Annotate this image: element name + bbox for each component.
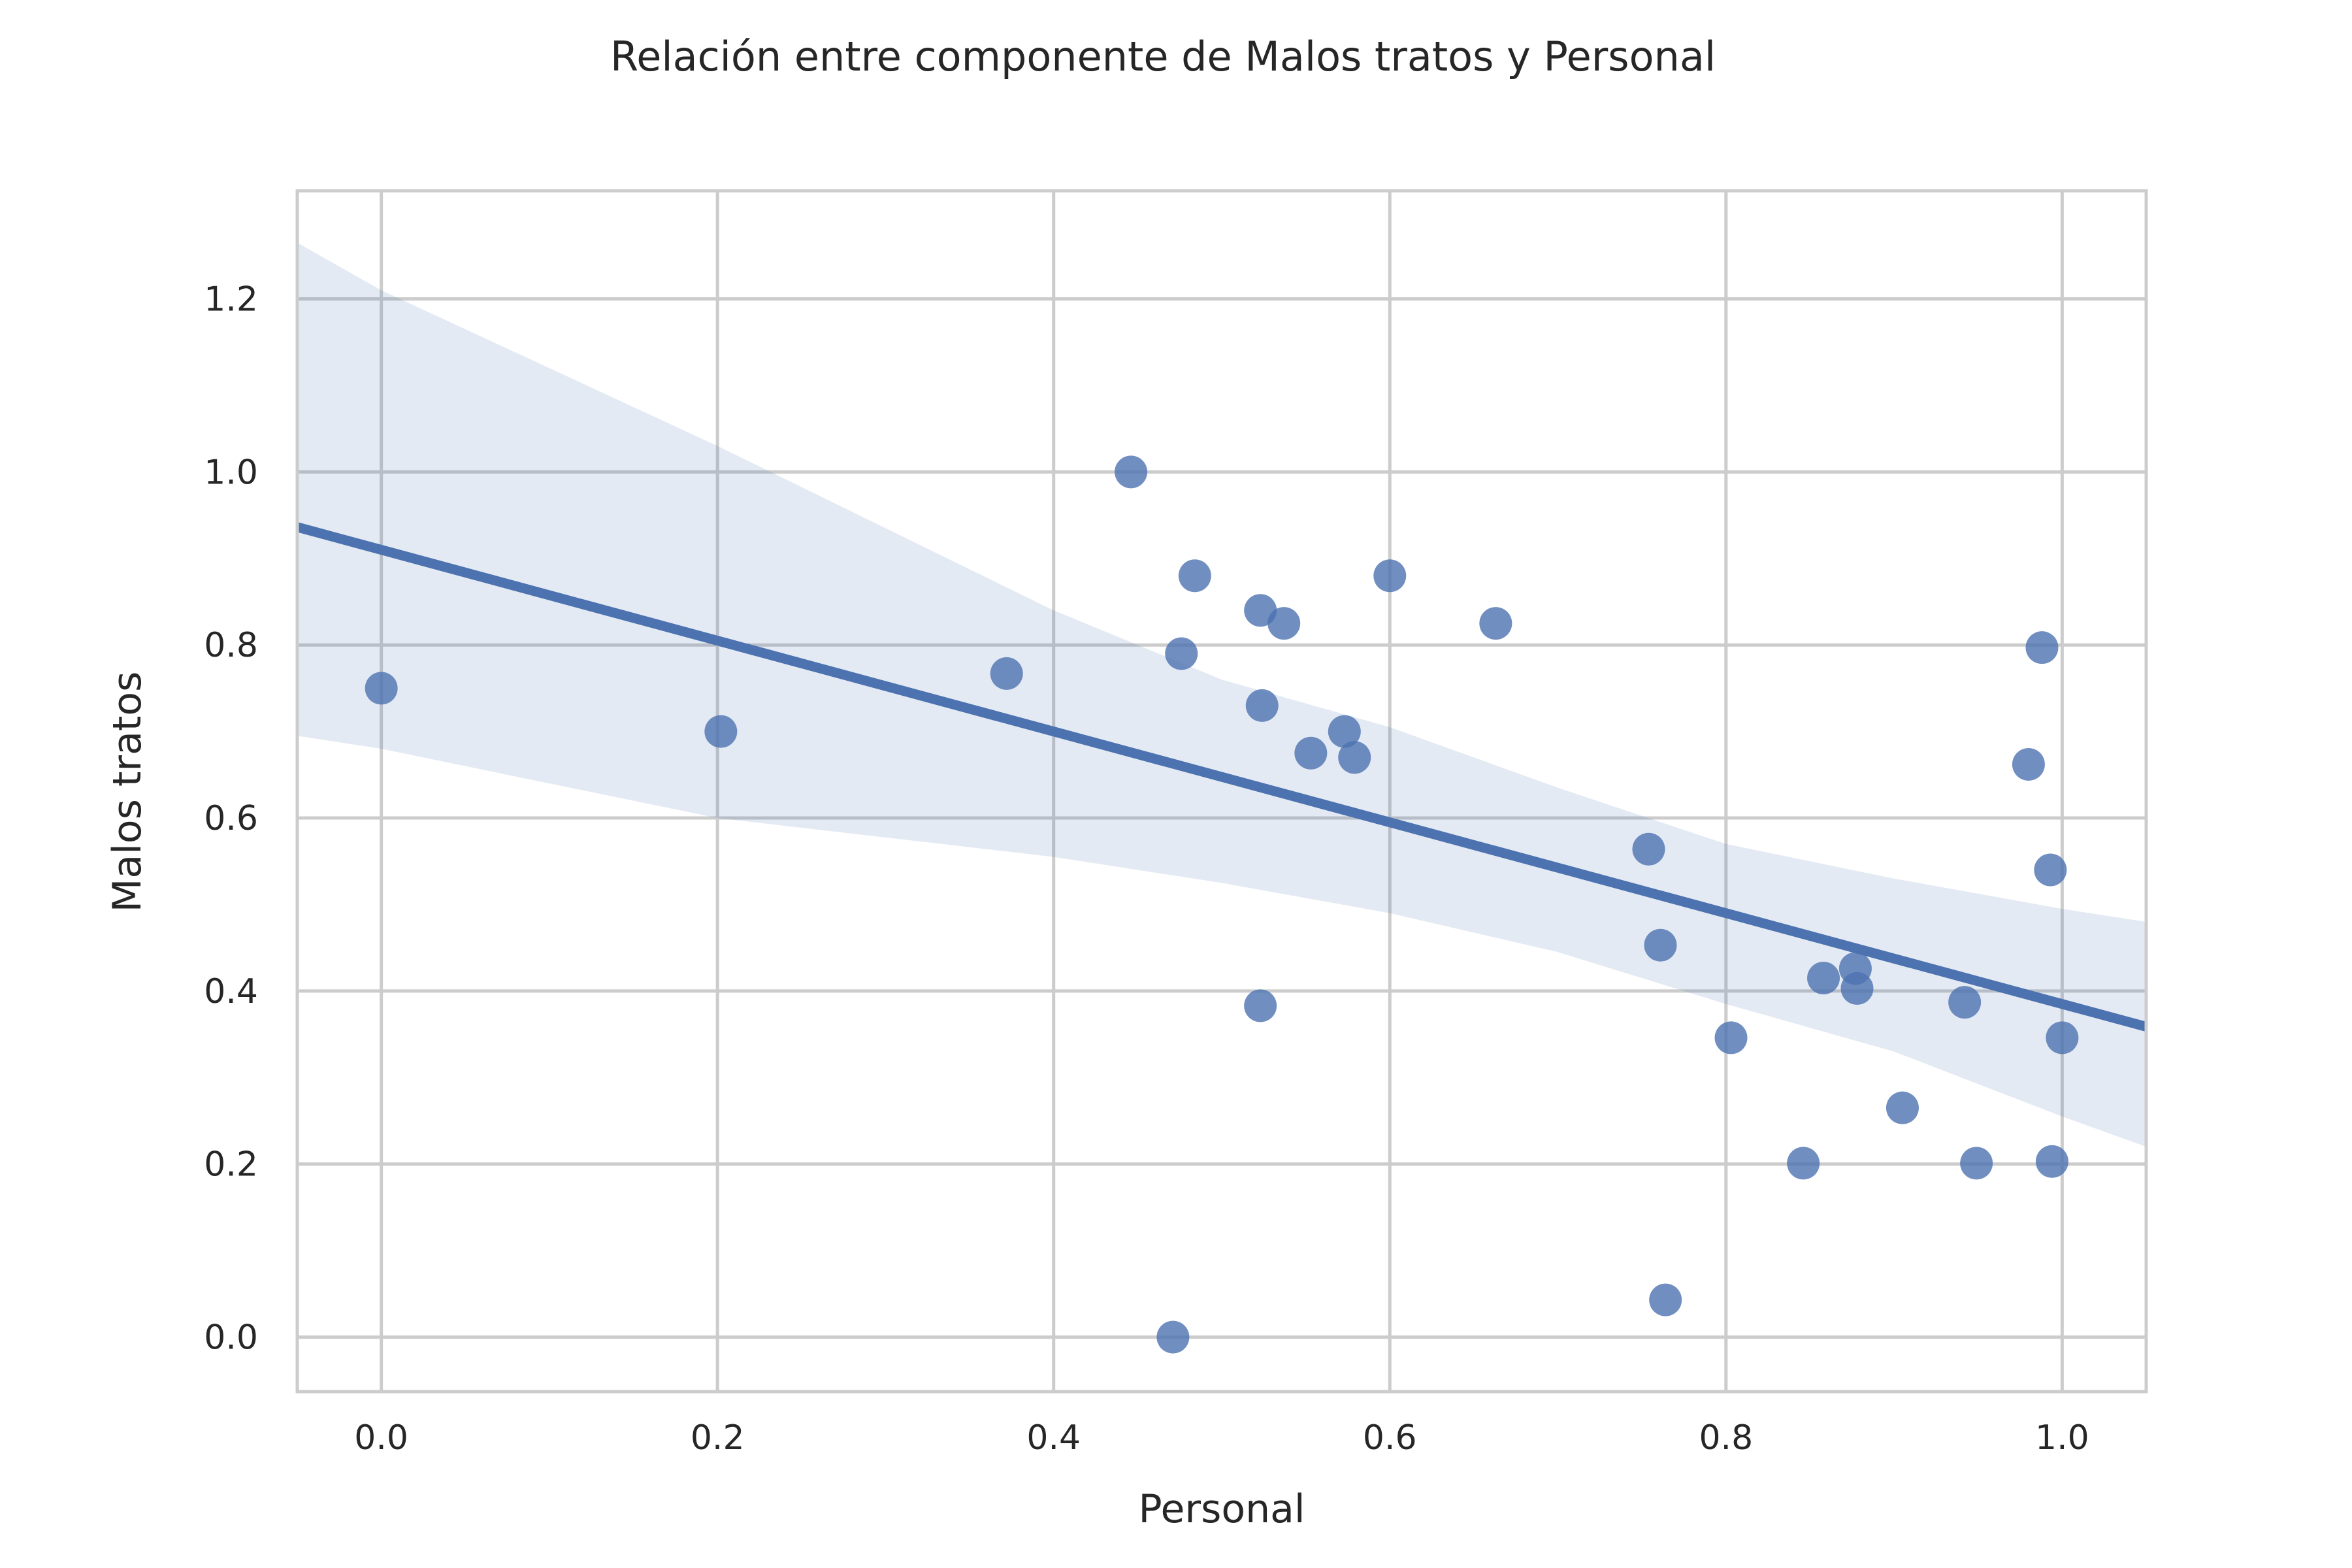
regression-line-layer bbox=[296, 522, 2148, 1032]
scatter-point-5 bbox=[1165, 637, 1198, 670]
scatter-point-6 bbox=[1178, 559, 1211, 593]
y-tick-label-2: 0.4 bbox=[204, 972, 258, 1011]
grid bbox=[297, 191, 2146, 1392]
scatter-point-15 bbox=[1479, 607, 1512, 640]
x-tick-label-0: 0.0 bbox=[354, 1418, 408, 1458]
y-tick-labels: 0.0 0.2 0.4 0.6 0.8 1.0 1.2 bbox=[204, 280, 258, 1358]
scatter-point-2 bbox=[990, 657, 1023, 690]
scatter-points bbox=[365, 455, 2079, 1354]
scatter-point-20 bbox=[1787, 1147, 1820, 1180]
confidence-band-layer bbox=[297, 242, 2146, 1147]
y-tick-label-6: 1.2 bbox=[204, 280, 258, 319]
scatter-point-27 bbox=[2012, 747, 2045, 781]
plot-frame bbox=[295, 189, 2148, 1394]
scatter-point-16 bbox=[1632, 832, 1665, 866]
x-tick-labels: 0.0 0.2 0.4 0.6 0.8 1.0 bbox=[354, 1418, 2089, 1458]
y-tick-label-4: 0.8 bbox=[204, 626, 258, 665]
scatter-point-23 bbox=[1840, 972, 1874, 1005]
scatter-point-0 bbox=[365, 672, 398, 705]
scatter-point-21 bbox=[1807, 962, 1840, 995]
scatter-point-10 bbox=[1267, 607, 1301, 640]
scatter-point-19 bbox=[1714, 1021, 1748, 1054]
scatter-point-25 bbox=[1948, 986, 1982, 1019]
scatter-point-4 bbox=[1156, 1320, 1190, 1354]
y-tick-label-0: 0.0 bbox=[204, 1318, 258, 1358]
scatter-point-17 bbox=[1644, 928, 1677, 962]
scatter-point-3 bbox=[1115, 455, 1148, 489]
y-axis-label: Malos tratos bbox=[105, 672, 150, 913]
scatter-point-1 bbox=[704, 715, 738, 748]
regression-line bbox=[296, 522, 2148, 1032]
x-tick-label-4: 0.8 bbox=[1699, 1418, 1753, 1458]
scatter-point-9 bbox=[1245, 689, 1279, 722]
scatter-point-30 bbox=[2035, 1145, 2068, 1178]
y-tick-label-3: 0.6 bbox=[204, 799, 258, 838]
x-tick-label-2: 0.4 bbox=[1026, 1418, 1081, 1458]
x-tick-label-5: 1.0 bbox=[2035, 1418, 2089, 1458]
scatter-point-29 bbox=[2034, 853, 2067, 887]
x-tick-label-1: 0.2 bbox=[691, 1418, 745, 1458]
confidence-band bbox=[297, 242, 2146, 1147]
scatter-point-31 bbox=[2046, 1021, 2079, 1054]
scatter-point-18 bbox=[1649, 1283, 1682, 1316]
x-axis-label: Personal bbox=[1138, 1486, 1305, 1532]
chart-title: Relación entre componente de Malos trato… bbox=[610, 33, 1716, 80]
scatter-point-26 bbox=[1960, 1147, 1993, 1180]
y-tick-label-5: 1.0 bbox=[204, 453, 258, 492]
scatter-point-11 bbox=[1294, 736, 1328, 770]
scatter-point-12 bbox=[1328, 715, 1361, 748]
y-tick-label-1: 0.2 bbox=[204, 1145, 258, 1184]
scatter-point-28 bbox=[2025, 631, 2059, 664]
scatter-point-14 bbox=[1373, 559, 1407, 593]
scatter-point-13 bbox=[1338, 741, 1371, 774]
scatter-point-24 bbox=[1886, 1091, 1919, 1124]
scatter-point-8 bbox=[1244, 989, 1277, 1022]
x-tick-label-3: 0.6 bbox=[1363, 1418, 1417, 1458]
